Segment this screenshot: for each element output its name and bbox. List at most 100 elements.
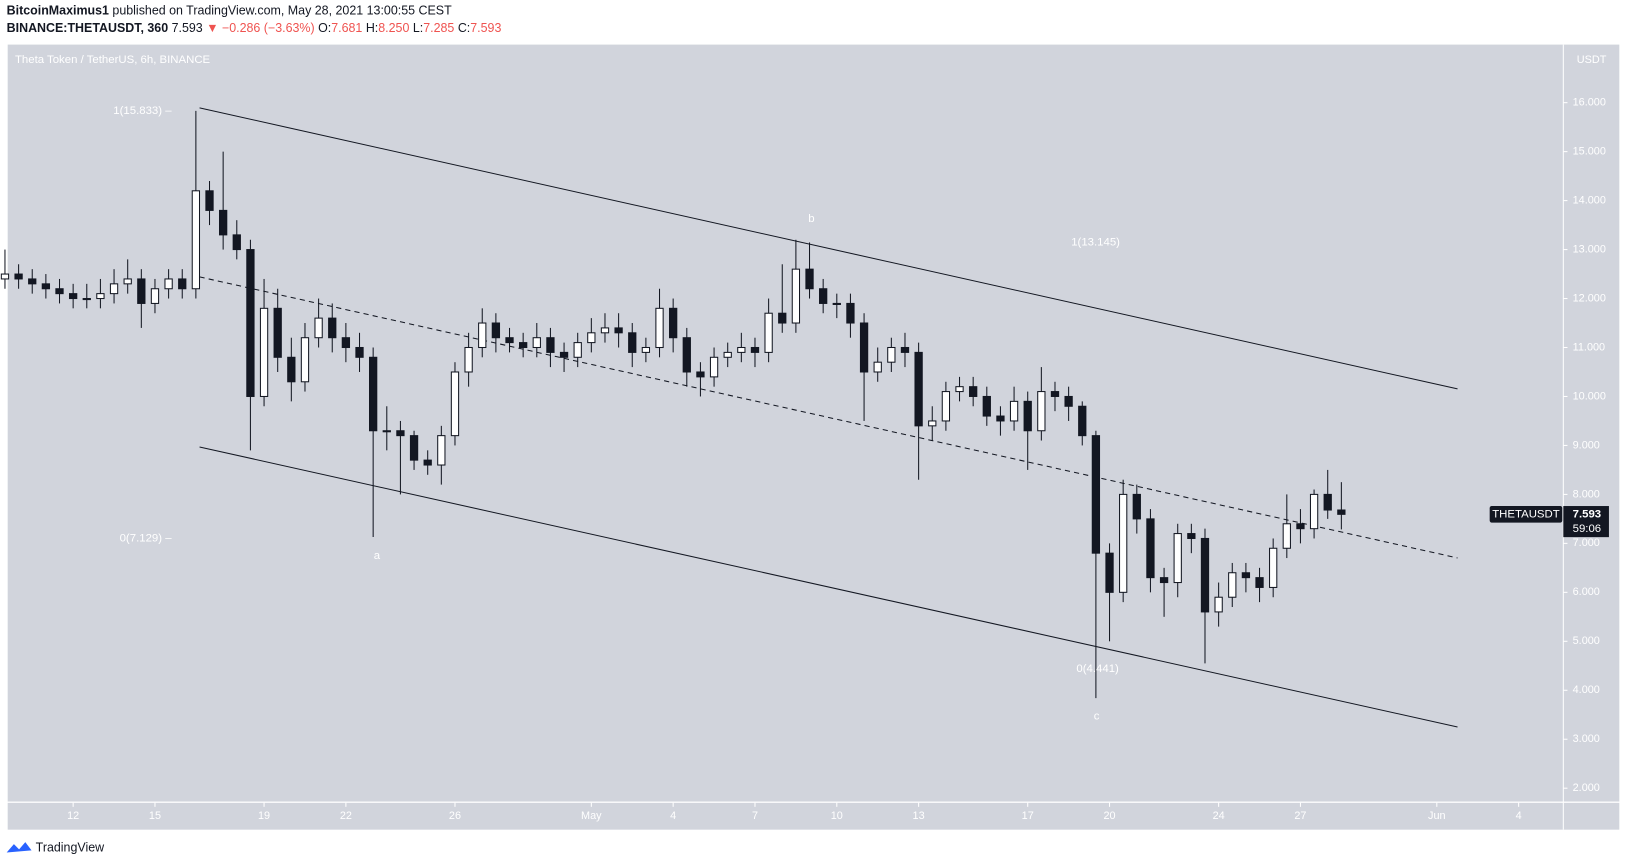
author[interactable]: BitcoinMaximus1 (7, 4, 109, 18)
y-tick-label: 11.000 (1573, 341, 1605, 353)
wave-label: a (374, 550, 381, 562)
candle-body (259, 307, 269, 397)
price-tag: 7.593 (1573, 508, 1602, 520)
candle-body (1200, 537, 1210, 613)
x-tick-label: May (581, 810, 602, 822)
symbol: BINANCE:THETAUSDT, 360 (7, 21, 169, 35)
channel-bottom (199, 446, 1458, 728)
candle-body (14, 273, 23, 280)
x-tick-label: 13 (913, 810, 925, 822)
y-tick-label: 2.000 (1573, 782, 1600, 794)
candle-body (955, 386, 964, 393)
candle-body (819, 288, 828, 304)
candle-body (1187, 533, 1196, 539)
candle-body (628, 332, 637, 353)
y-tick-label: 14.000 (1573, 194, 1606, 206)
channel-mid (199, 276, 1458, 559)
x-tick-label: Jun (1428, 810, 1446, 822)
candle-body (1078, 405, 1087, 437)
change: ▼ −0.286 (−3.63%) (206, 21, 314, 35)
y-tick-label: 7.000 (1573, 537, 1600, 549)
x-tick-label: 7 (752, 810, 758, 822)
ohlc-value: 8.250 (378, 21, 409, 35)
wave-label: b (808, 213, 814, 225)
last-price: 7.593 (172, 21, 203, 35)
candle-body (314, 317, 323, 339)
x-tick-label: 17 (1022, 810, 1034, 822)
candle-body (778, 312, 787, 324)
candle-body (669, 307, 678, 339)
ohlc-label: H: (366, 21, 378, 35)
countdown: 59:06 (1573, 523, 1602, 535)
candle-body (519, 342, 528, 349)
symbol-tag: THETAUSDT (1492, 508, 1560, 520)
candle-body (1023, 400, 1032, 432)
candle-body (832, 302, 841, 305)
candle-body (191, 190, 201, 290)
candle-body (150, 288, 160, 304)
candle-body (982, 395, 991, 417)
x-tick-label: 24 (1213, 810, 1225, 822)
candle-body (82, 298, 91, 301)
plot-area (7, 44, 1564, 802)
fib-label: 0(7.129) – (120, 532, 173, 544)
logo-icon (6, 842, 32, 853)
logo-text: TradingView (36, 841, 105, 855)
candle-body (505, 337, 514, 344)
candle-body (614, 327, 623, 334)
y-tick-label: 8.000 (1573, 488, 1600, 500)
y-tick-label: 3.000 (1573, 733, 1600, 745)
candle-body (28, 278, 37, 285)
candle-body (355, 346, 364, 358)
symbol-tag-box (1489, 506, 1563, 523)
y-tick-label: 9.000 (1573, 439, 1600, 451)
trend-channel (199, 107, 1458, 728)
candle-body (969, 386, 978, 397)
candle-body (805, 268, 814, 290)
candle-body (1337, 509, 1346, 515)
candle-body (41, 283, 51, 290)
candle-body (232, 234, 241, 251)
candle-body (546, 337, 555, 353)
currency-label: USDT (1577, 54, 1607, 66)
candle-body (1282, 523, 1291, 549)
candle-body (341, 337, 351, 349)
ohlc-label: C: (458, 21, 470, 35)
candle-body (396, 430, 405, 437)
candle-body (573, 342, 582, 358)
candle-body (205, 190, 214, 211)
y-tick-label: 12.000 (1573, 292, 1606, 304)
candle-body (423, 459, 432, 466)
candle-body (1269, 547, 1278, 588)
y-tick-label: 10.000 (1573, 390, 1606, 402)
x-tick-label: 12 (67, 810, 79, 822)
candle-body (600, 327, 610, 334)
candle-body (1064, 395, 1073, 407)
tradingview-logo[interactable]: TradingView (6, 841, 105, 855)
header-line: BitcoinMaximus1 published on TradingView… (7, 4, 452, 18)
candle-body (1241, 572, 1251, 579)
y-tick-label: 4.000 (1573, 684, 1600, 696)
candle-body (1296, 523, 1305, 530)
candle-body (791, 268, 801, 324)
candle-body (1309, 493, 1319, 530)
candle-body (532, 337, 541, 349)
candle-body (1050, 391, 1060, 397)
candle-body (1255, 577, 1264, 588)
candle-body (137, 278, 146, 304)
ohlc-label: O: (318, 21, 331, 35)
candle-body (409, 435, 419, 461)
candle-body (1037, 391, 1046, 432)
candle-body (287, 356, 296, 383)
candle-body (109, 283, 119, 295)
candle-body (178, 278, 187, 290)
x-tick-label: 20 (1103, 810, 1115, 822)
candle-body (587, 332, 596, 344)
candle-body (1146, 518, 1155, 579)
ohlc-value: 7.593 (470, 21, 501, 35)
candle-body (464, 346, 473, 373)
candle-body (723, 351, 732, 358)
candle-body (750, 346, 760, 353)
candle-body (96, 293, 105, 300)
price-axis (1563, 44, 1620, 802)
